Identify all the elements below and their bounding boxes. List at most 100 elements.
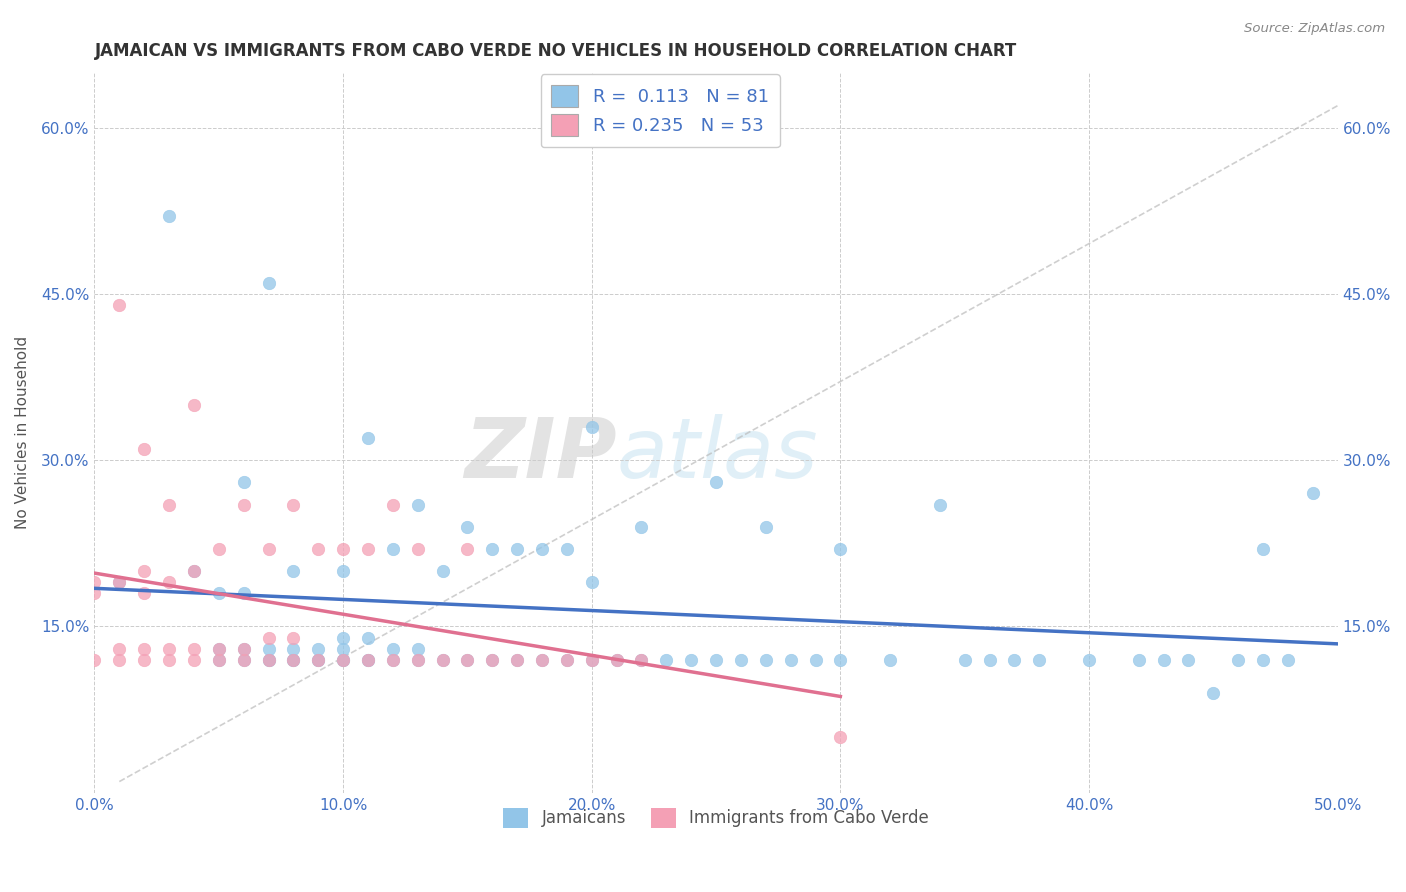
Point: [257, 653, 280, 667]
Point: [630, 653, 652, 667]
Point: [406, 653, 429, 667]
Point: [108, 575, 131, 590]
Point: [456, 541, 478, 556]
Point: [307, 653, 329, 667]
Point: [83, 653, 105, 667]
Text: atlas: atlas: [617, 414, 818, 495]
Point: [157, 641, 180, 656]
Point: [432, 653, 454, 667]
Point: [1177, 653, 1199, 667]
Point: [283, 641, 305, 656]
Point: [406, 498, 429, 512]
Point: [332, 541, 354, 556]
Point: [555, 653, 578, 667]
Point: [332, 653, 354, 667]
Point: [381, 641, 404, 656]
Point: [1202, 686, 1225, 700]
Point: [257, 276, 280, 290]
Point: [307, 653, 329, 667]
Point: [108, 641, 131, 656]
Point: [232, 641, 254, 656]
Point: [357, 653, 380, 667]
Point: [157, 498, 180, 512]
Point: [232, 475, 254, 490]
Point: [232, 641, 254, 656]
Point: [283, 653, 305, 667]
Point: [283, 653, 305, 667]
Point: [755, 653, 778, 667]
Point: [530, 653, 553, 667]
Point: [134, 442, 156, 457]
Point: [506, 653, 529, 667]
Point: [208, 653, 231, 667]
Point: [456, 653, 478, 667]
Point: [257, 653, 280, 667]
Point: [157, 210, 180, 224]
Point: [381, 541, 404, 556]
Point: [208, 653, 231, 667]
Point: [481, 653, 503, 667]
Point: [108, 575, 131, 590]
Point: [134, 653, 156, 667]
Point: [283, 653, 305, 667]
Point: [134, 586, 156, 600]
Point: [655, 653, 678, 667]
Point: [357, 541, 380, 556]
Point: [755, 519, 778, 533]
Point: [606, 653, 628, 667]
Point: [432, 653, 454, 667]
Point: [1128, 653, 1150, 667]
Point: [406, 641, 429, 656]
Point: [456, 653, 478, 667]
Point: [332, 653, 354, 667]
Point: [630, 519, 652, 533]
Point: [183, 641, 205, 656]
Point: [530, 653, 553, 667]
Point: [456, 519, 478, 533]
Point: [381, 498, 404, 512]
Point: [1028, 653, 1050, 667]
Point: [581, 420, 603, 434]
Point: [357, 631, 380, 645]
Point: [283, 564, 305, 578]
Point: [332, 641, 354, 656]
Point: [307, 641, 329, 656]
Point: [555, 541, 578, 556]
Point: [357, 431, 380, 445]
Point: [506, 541, 529, 556]
Legend: Jamaicans, Immigrants from Cabo Verde: Jamaicans, Immigrants from Cabo Verde: [496, 801, 935, 835]
Point: [779, 653, 801, 667]
Point: [530, 541, 553, 556]
Point: [581, 653, 603, 667]
Point: [157, 575, 180, 590]
Point: [183, 653, 205, 667]
Text: JAMAICAN VS IMMIGRANTS FROM CABO VERDE NO VEHICLES IN HOUSEHOLD CORRELATION CHAR: JAMAICAN VS IMMIGRANTS FROM CABO VERDE N…: [94, 42, 1017, 60]
Point: [307, 541, 329, 556]
Point: [257, 641, 280, 656]
Point: [183, 564, 205, 578]
Point: [928, 498, 950, 512]
Point: [953, 653, 976, 667]
Point: [506, 653, 529, 667]
Point: [381, 653, 404, 667]
Point: [830, 731, 852, 745]
Point: [555, 653, 578, 667]
Point: [332, 564, 354, 578]
Point: [1277, 653, 1299, 667]
Point: [979, 653, 1001, 667]
Point: [108, 298, 131, 312]
Y-axis label: No Vehicles in Household: No Vehicles in Household: [15, 336, 30, 529]
Point: [183, 564, 205, 578]
Point: [879, 653, 901, 667]
Point: [830, 541, 852, 556]
Text: Source: ZipAtlas.com: Source: ZipAtlas.com: [1244, 22, 1385, 36]
Point: [704, 653, 727, 667]
Point: [357, 653, 380, 667]
Point: [208, 641, 231, 656]
Point: [704, 475, 727, 490]
Point: [208, 586, 231, 600]
Point: [830, 653, 852, 667]
Point: [357, 653, 380, 667]
Point: [83, 586, 105, 600]
Point: [432, 564, 454, 578]
